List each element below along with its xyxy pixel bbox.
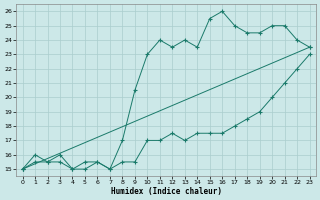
X-axis label: Humidex (Indice chaleur): Humidex (Indice chaleur) [111,187,221,196]
